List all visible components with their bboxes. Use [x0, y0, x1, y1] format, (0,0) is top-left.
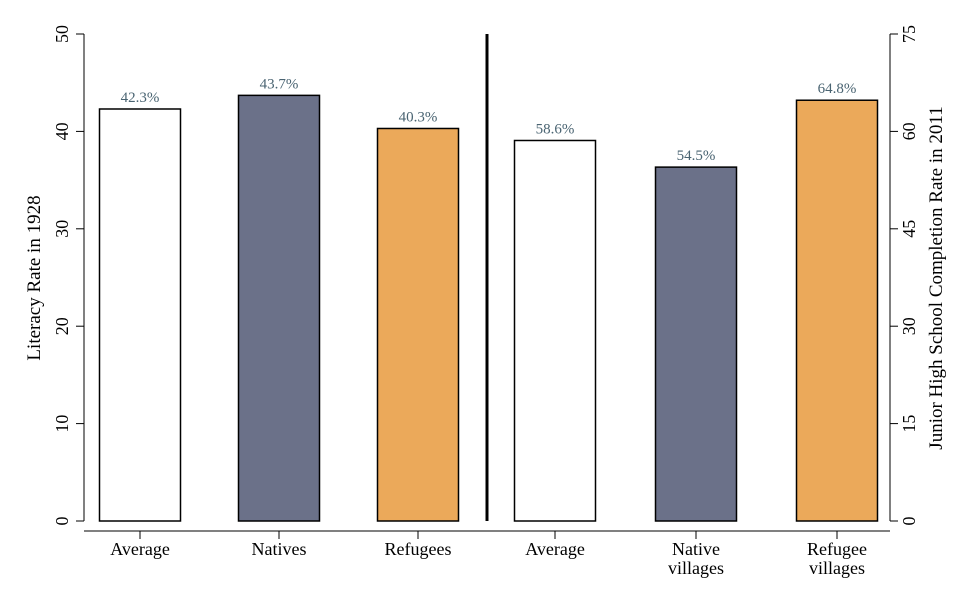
right-tick-label: 45 [899, 220, 919, 238]
bar-value-label: 54.5% [677, 148, 716, 164]
left-ticks: 0 10 20 30 40 50 [52, 25, 84, 526]
right-tick-label: 60 [899, 122, 919, 140]
bar [376, 127, 460, 522]
left-tick-label: 20 [52, 317, 72, 335]
bar [513, 139, 597, 522]
x-tick-label: Refugee [807, 539, 867, 559]
bar-value-label: 42.3% [121, 90, 160, 106]
left-tick-label: 30 [52, 220, 72, 238]
x-tick-label: Natives [252, 539, 307, 559]
left-tick-label: 50 [52, 25, 72, 43]
x-tick-label: Average [110, 539, 170, 559]
bar-value-label: 58.6% [536, 121, 575, 137]
axes [83, 34, 891, 532]
x-tick-label: Native [672, 539, 720, 559]
bar [98, 108, 182, 522]
x-tick-label: Refugees [385, 539, 452, 559]
x-tick-label: villages [668, 558, 724, 578]
x-tick-label: villages [809, 558, 865, 578]
x-ticks: Average Natives Refugees Average Nativevilla… [110, 531, 867, 578]
right-tick-label: 0 [899, 517, 919, 526]
bar-value-label: 40.3% [399, 109, 438, 125]
bar [654, 166, 738, 522]
bar-value-label: 64.8% [818, 81, 857, 97]
right-tick-label: 75 [899, 25, 919, 43]
bar-value-label: 43.7% [260, 76, 299, 92]
left-tick-label: 10 [52, 415, 72, 433]
left-tick-label: 40 [52, 122, 72, 140]
bar [795, 99, 879, 522]
x-tick-label: Average [525, 539, 585, 559]
right-axis-label: Junior High School Completion Rate in 20… [926, 106, 947, 449]
bars: 42.3% 43.7% 40.3% 58.6% 54.5% 64.8% [98, 76, 879, 522]
right-tick-label: 30 [899, 317, 919, 335]
right-tick-label: 15 [899, 415, 919, 433]
bar [237, 94, 321, 522]
left-tick-label: 0 [52, 517, 72, 526]
left-axis-label: Literacy Rate in 1928 [24, 195, 45, 360]
right-ticks: 0 15 30 45 60 75 [890, 25, 919, 526]
